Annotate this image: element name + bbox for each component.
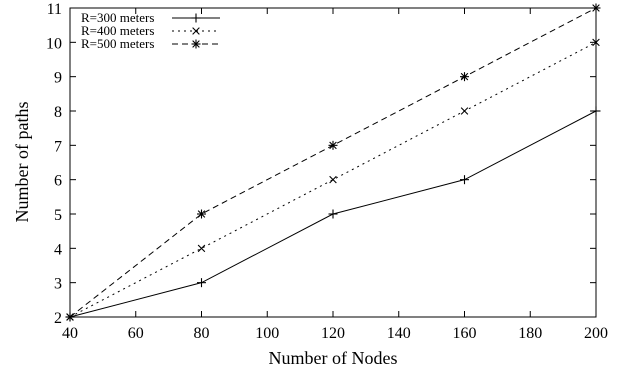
y-tick-label: 11 bbox=[47, 1, 62, 18]
y-tick-label: 2 bbox=[54, 310, 62, 327]
legend-label: R=500 meters bbox=[81, 36, 154, 51]
legend-marker bbox=[191, 13, 201, 23]
data-point bbox=[460, 72, 469, 82]
series-1 bbox=[65, 106, 601, 322]
y-tick-label: 4 bbox=[54, 241, 62, 258]
x-tick-label: 200 bbox=[584, 325, 608, 342]
data-point bbox=[197, 244, 206, 253]
plot-frame bbox=[69, 7, 597, 318]
x-tick-label: 40 bbox=[62, 325, 78, 342]
x-tick-label: 100 bbox=[255, 325, 279, 342]
legend-label: R=400 meters bbox=[81, 23, 154, 38]
y-tick-label: 10 bbox=[46, 35, 62, 52]
x-tick-label: 120 bbox=[321, 325, 345, 342]
y-axis-title: Number of paths bbox=[12, 102, 32, 223]
series-layer bbox=[65, 3, 601, 322]
y-tick-label: 7 bbox=[54, 138, 62, 155]
y-tick-label: 6 bbox=[54, 173, 62, 190]
data-point bbox=[65, 312, 75, 322]
y-tick-label: 3 bbox=[54, 276, 62, 293]
data-point bbox=[328, 209, 338, 219]
data-point bbox=[460, 107, 469, 115]
y-tick-label: 5 bbox=[54, 207, 62, 224]
x-tick-label: 160 bbox=[453, 325, 477, 342]
x-tick-label: 80 bbox=[194, 325, 210, 342]
data-point bbox=[328, 140, 338, 150]
y-tick-label: 9 bbox=[54, 70, 62, 87]
series-3 bbox=[65, 3, 601, 322]
x-axis-title: Number of Nodes bbox=[269, 348, 398, 368]
x-tick-label: 180 bbox=[518, 325, 542, 342]
series-2 bbox=[66, 38, 600, 321]
data-point bbox=[592, 38, 600, 47]
data-point bbox=[329, 175, 337, 184]
legend-marker bbox=[191, 39, 201, 49]
x-tick-label: 60 bbox=[128, 325, 144, 342]
data-point bbox=[197, 278, 206, 288]
data-point bbox=[197, 209, 206, 219]
data-point bbox=[591, 106, 601, 116]
data-point bbox=[591, 3, 601, 13]
data-point bbox=[460, 175, 469, 185]
series-line bbox=[69, 7, 597, 318]
axis-ticks: 40 60 80 100 120 140 160 180 200 2 3 4 5 6 7 8 9 10 11 bbox=[46, 1, 608, 342]
legend-marker bbox=[192, 27, 200, 35]
x-tick-label: 140 bbox=[387, 325, 411, 342]
y-tick-label: 8 bbox=[54, 104, 62, 121]
legend-label: R=300 meters bbox=[81, 10, 154, 25]
